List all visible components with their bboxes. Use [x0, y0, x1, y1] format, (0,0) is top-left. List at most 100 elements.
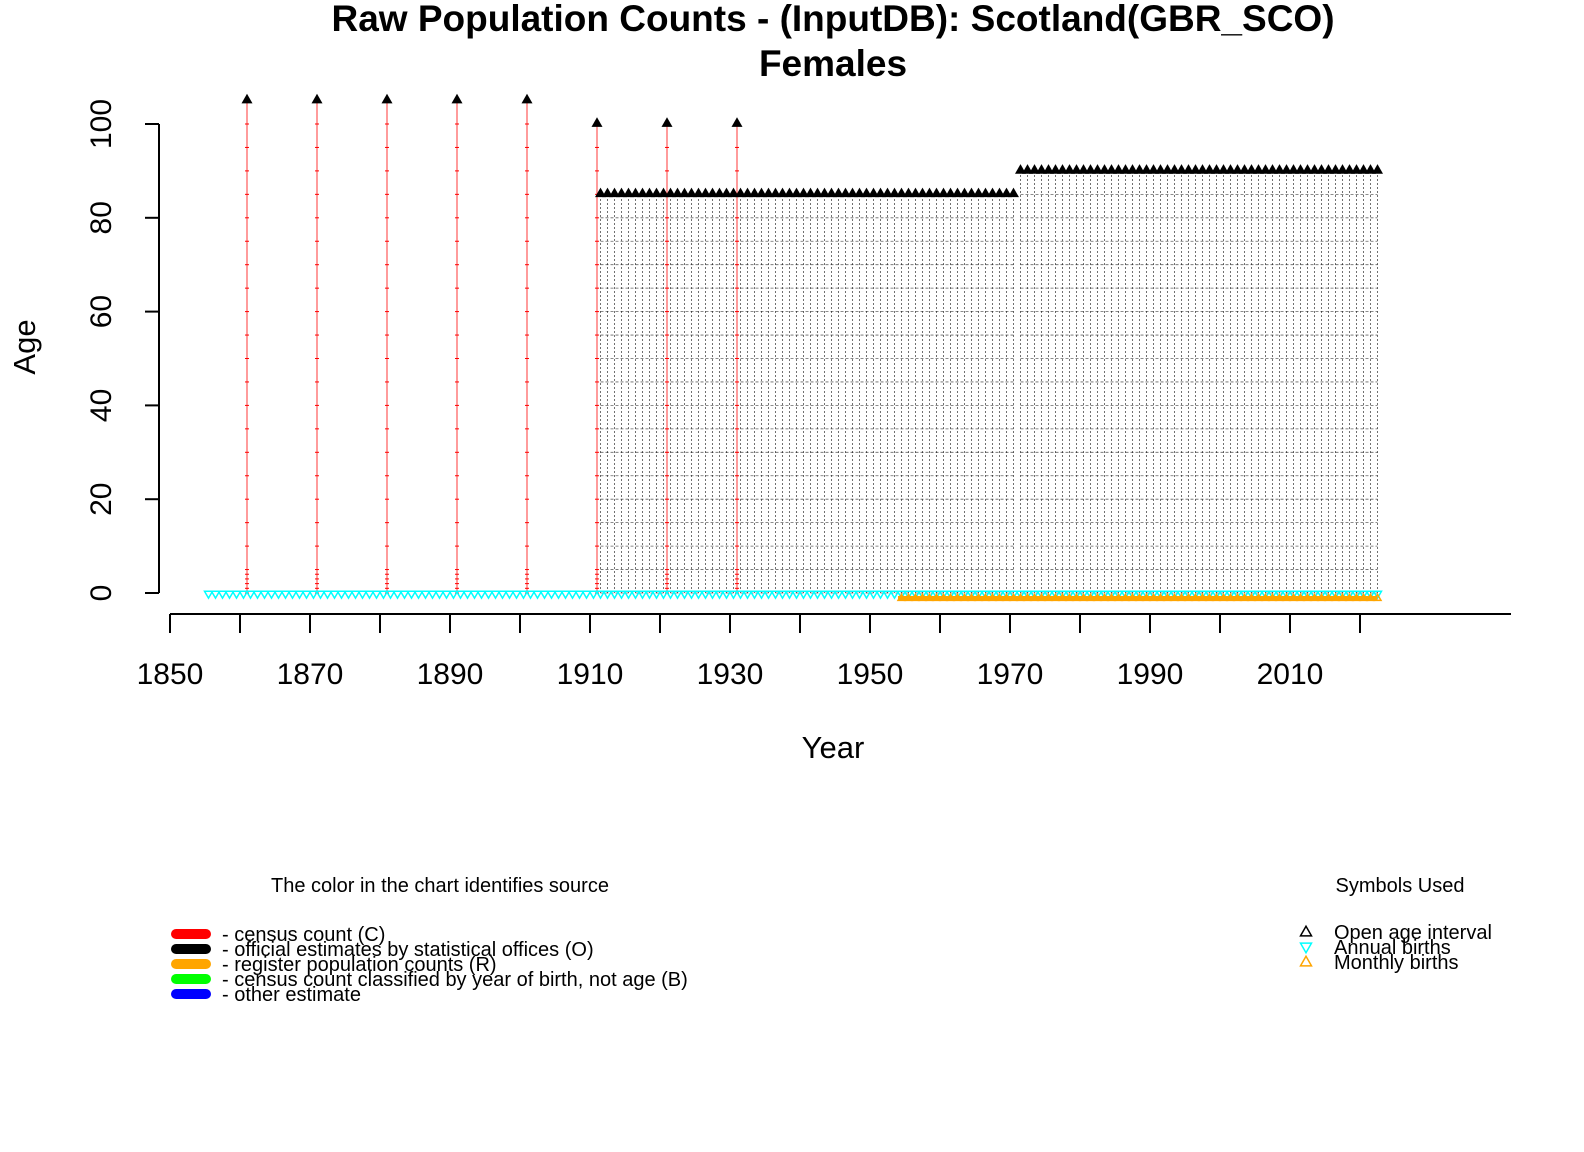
annual-birth-marker — [1029, 590, 1040, 600]
open-age-marker — [1099, 164, 1110, 174]
open-age-marker — [980, 187, 991, 198]
monthly-birth-marker — [910, 592, 921, 602]
legend-source-label: - census count (C) — [222, 924, 385, 946]
annual-birth-marker — [497, 590, 508, 600]
legend-source: The color in the chart identifies source… — [171, 875, 688, 1006]
annual-birth-marker — [875, 590, 886, 600]
annual-birth-marker — [413, 590, 424, 600]
x-tick-label: 1870 — [277, 658, 344, 691]
open-age-marker — [658, 187, 669, 198]
open-age-marker — [840, 187, 851, 198]
x-tick-label: 1910 — [557, 658, 624, 691]
y-tick-label: 100 — [85, 99, 118, 149]
open-age-marker — [931, 187, 942, 198]
annual-birth-marker — [1099, 590, 1110, 600]
open-age-marker — [1204, 164, 1215, 174]
annual-birth-marker — [819, 590, 830, 600]
open-age-marker — [882, 187, 893, 198]
annual-birth-marker — [1169, 590, 1180, 600]
open-age-marker — [1225, 164, 1236, 174]
annual-birth-marker — [1155, 590, 1166, 600]
open-age-marker — [861, 187, 872, 198]
open-age-marker — [735, 187, 746, 198]
annual-birth-marker — [1365, 590, 1376, 600]
annual-birth-marker — [826, 590, 837, 600]
open-age-marker — [731, 117, 743, 127]
open-age-marker — [770, 187, 781, 198]
annual-birth-marker — [1260, 590, 1271, 600]
monthly-birth-marker — [1204, 592, 1215, 602]
open-age-marker — [1120, 164, 1131, 174]
open-age-marker — [994, 187, 1005, 198]
monthly-birth-marker — [1372, 592, 1383, 602]
legend-source-label: - official estimates by statistical offi… — [222, 939, 594, 961]
annual-birth-marker — [1162, 590, 1173, 600]
open-age-marker — [644, 187, 655, 198]
annual-birth-marker — [910, 590, 921, 600]
legend-symbols-title: Symbols Used — [1336, 875, 1465, 897]
y-tick-label: 0 — [85, 585, 118, 602]
plot-area — [245, 100, 1378, 594]
open-age-marker — [651, 187, 662, 198]
monthly-birth-marker — [952, 592, 963, 602]
legend-symbol-label: Open age interval — [1334, 922, 1492, 944]
annual-birth-marker — [721, 590, 732, 600]
annual-birth-marker — [1183, 590, 1194, 600]
open-age-marker — [1260, 164, 1271, 174]
open-age-marker — [1043, 164, 1054, 174]
open-age-marker — [602, 187, 613, 198]
annual-birth-marker — [357, 590, 368, 600]
annual-birth-marker — [434, 590, 445, 600]
annual-birth-marker — [658, 590, 669, 600]
annual-birth-marker — [672, 590, 683, 600]
annual-birth-marker — [1358, 590, 1369, 600]
monthly-birth-marker — [1176, 592, 1187, 602]
annual-birth-marker — [392, 590, 403, 600]
annual-birth-marker — [385, 590, 396, 600]
monthly-birth-marker — [1274, 592, 1285, 602]
x-axis: 1850 1870 1890 1910 1930 1950 1970 1990 2010 — [137, 613, 1511, 691]
monthly-birth-marker — [1267, 592, 1278, 602]
annual-birth-marker — [203, 590, 214, 600]
annual-birth-marker — [812, 590, 823, 600]
annual-birth-marker — [1246, 590, 1257, 600]
x-tick-label: 2010 — [1257, 658, 1324, 691]
annual-birth-marker — [1351, 590, 1362, 600]
annual-birth-marker — [427, 590, 438, 600]
open-age-marker — [1071, 164, 1082, 174]
annual-birth-marker — [931, 590, 942, 600]
open-age-marker — [381, 93, 393, 104]
annual-birth-marker — [749, 590, 760, 600]
annual-birth-marker — [728, 590, 739, 600]
annual-birth-marker — [735, 590, 746, 600]
open-age-marker — [1197, 164, 1208, 174]
annual-birth-marker — [1288, 590, 1299, 600]
annual-birth-marker — [448, 590, 459, 600]
annual-birth-marker — [1001, 590, 1012, 600]
monthly-birth-marker — [1071, 592, 1082, 602]
annual-birth-marker — [217, 590, 228, 600]
annual-birth-marker — [1253, 590, 1264, 600]
open-age-marker — [987, 187, 998, 198]
open-age-marker — [868, 187, 879, 198]
monthly-birth-marker — [994, 592, 1005, 602]
open-age-marker — [1281, 164, 1292, 174]
open-age-marker — [311, 93, 323, 104]
open-age-marker — [1176, 164, 1187, 174]
open-age-marker — [742, 187, 753, 198]
open-age-marker — [1078, 164, 1089, 174]
open-age-marker — [1183, 164, 1194, 174]
legend-symbol-marker — [1299, 942, 1313, 955]
monthly-birth-marker — [1302, 592, 1313, 602]
annual-birth-marker — [1050, 590, 1061, 600]
annual-birth-marker — [763, 590, 774, 600]
monthly-birth-marker — [917, 592, 928, 602]
open-age-marker — [1316, 164, 1327, 174]
monthly-birth-marker — [1001, 592, 1012, 602]
open-age-marker — [1302, 164, 1313, 174]
annual-birth-marker — [1344, 590, 1355, 600]
monthly-birth-marker — [1358, 592, 1369, 602]
annual-birth-marker — [455, 590, 466, 600]
annual-birth-marker — [1323, 590, 1334, 600]
monthly-birth-marker — [980, 592, 991, 602]
